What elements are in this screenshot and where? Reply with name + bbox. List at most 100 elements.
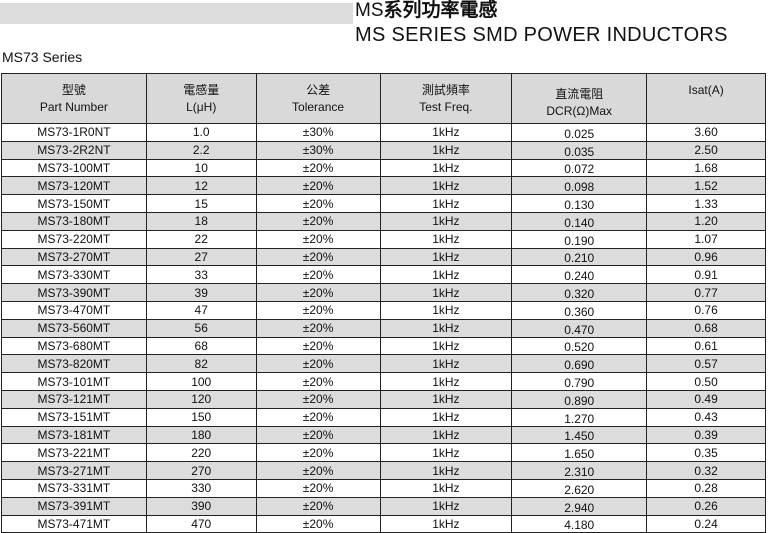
table-cell: MS73-120MT xyxy=(1,176,147,196)
title-cn-text: 系列功率電感 xyxy=(383,0,498,21)
table-cell: 0.098 xyxy=(511,176,648,196)
table-cell: 27 xyxy=(145,247,257,267)
table-cell: 1kHz xyxy=(379,443,513,463)
header-en: Isat(A) xyxy=(688,83,724,97)
table-row: MS73-150MT 15 ±20% 1kHz 0.130 1.33 xyxy=(1,194,766,213)
table-cell: 0.035 xyxy=(511,140,648,160)
table-cell: 56 xyxy=(145,318,257,338)
table-cell: 2.620 xyxy=(511,478,648,498)
table-row: MS73-180MT 18 ±20% 1kHz 0.140 1.20 xyxy=(1,211,766,231)
header-cn: 型號 xyxy=(61,82,86,97)
table-cell: 1kHz xyxy=(379,176,513,196)
table-cell: 0.360 xyxy=(511,300,648,320)
table-cell: 1.450 xyxy=(511,425,648,445)
header-en: Part Number xyxy=(39,99,108,114)
table-cell: 0.68 xyxy=(646,318,766,338)
table-cell: MS73-101MT xyxy=(1,372,147,391)
header-bar xyxy=(0,3,353,24)
header-en: Tolerance xyxy=(292,99,345,114)
table-cell: ±20% xyxy=(255,265,381,285)
table-cell: MS73-331MT xyxy=(1,478,147,498)
table-row: MS73-331MT 330 ±20% 1kHz 2.620 0.28 xyxy=(1,478,766,498)
header-cn: 公差 xyxy=(306,82,331,97)
header-cn: 電感量 xyxy=(183,82,220,97)
column-header: 型號 Part Number xyxy=(1,73,147,124)
table-cell: 1kHz xyxy=(379,194,513,213)
table-cell: ±20% xyxy=(255,389,381,409)
table-row: MS73-391MT 390 ±20% 1kHz 2.940 0.26 xyxy=(1,496,766,516)
table-cell: 1kHz xyxy=(379,461,513,480)
table-cell: 0.470 xyxy=(511,318,648,338)
table-cell: 68 xyxy=(145,336,257,356)
table-cell: ±20% xyxy=(255,229,381,249)
table-cell: ±20% xyxy=(255,176,381,196)
table-row: MS73-330MT 33 ±20% 1kHz 0.240 0.91 xyxy=(1,265,766,285)
table-cell: 1.33 xyxy=(646,194,766,213)
table-cell: MS73-100MT xyxy=(1,158,147,178)
table-cell: ±20% xyxy=(255,194,381,213)
table-cell: 0.190 xyxy=(511,229,648,249)
table-cell: ±20% xyxy=(255,336,381,356)
table-cell: MS73-181MT xyxy=(1,425,147,445)
column-header: 測試頻率 Test Freq. xyxy=(379,73,513,124)
table-row: MS73-101MT 100 ±20% 1kHz 0.790 0.50 xyxy=(1,372,766,391)
table-cell: MS73-820MT xyxy=(1,354,147,374)
table-row: MS73-1R0NT 1.0 ±30% 1kHz 0.025 3.60 xyxy=(1,123,766,142)
table-cell: 0.690 xyxy=(511,354,648,374)
column-header: Isat(A) xyxy=(646,73,766,124)
table-cell: 1.650 xyxy=(511,443,648,463)
table-cell: MS73-180MT xyxy=(1,211,147,231)
table-cell: 0.43 xyxy=(646,407,766,427)
table-cell: MS73-330MT xyxy=(1,265,147,285)
table-cell: 220 xyxy=(145,443,257,463)
table-cell: 82 xyxy=(145,354,257,374)
table-cell: ±20% xyxy=(255,461,381,480)
table-cell: 0.96 xyxy=(646,247,766,267)
table-cell: 1.0 xyxy=(145,123,257,142)
table-cell: 0.35 xyxy=(646,443,766,463)
table-cell: 1.68 xyxy=(646,158,766,178)
column-header: 公差 Tolerance xyxy=(255,73,381,124)
table-cell: 0.39 xyxy=(646,425,766,445)
table-row: MS73-221MT 220 ±20% 1kHz 1.650 0.35 xyxy=(1,443,766,463)
table-header: 型號 Part Number 電感量 L(μH) 公差 Tolerance 測試頻率 Test… xyxy=(1,73,766,124)
table-cell: 120 xyxy=(145,389,257,409)
table-cell: MS73-220MT xyxy=(1,229,147,249)
title-cn: MS系列功率電感 xyxy=(355,0,498,22)
table-row: MS73-100MT 10 ±20% 1kHz 0.072 1.68 xyxy=(1,158,766,178)
table-row: MS73-271MT 270 ±20% 1kHz 2.310 0.32 xyxy=(1,461,766,480)
column-header: 電感量 L(μH) xyxy=(145,73,257,124)
table-cell: 33 xyxy=(145,265,257,285)
table-cell: 1kHz xyxy=(379,300,513,320)
table-cell: ±20% xyxy=(255,496,381,516)
table-cell: MS73-1R0NT xyxy=(1,123,147,142)
table-cell: 0.77 xyxy=(646,283,766,302)
table-cell: 1kHz xyxy=(379,283,513,302)
table-cell: 15 xyxy=(145,194,257,213)
table-cell: 2.940 xyxy=(511,496,648,516)
table-cell: ±20% xyxy=(255,407,381,427)
table-cell: MS73-560MT xyxy=(1,318,147,338)
table-row: MS73-151MT 150 ±20% 1kHz 1.270 0.43 xyxy=(1,407,766,427)
table-cell: 150 xyxy=(145,407,257,427)
table-cell: 0.28 xyxy=(646,478,766,498)
table-cell: 390 xyxy=(145,496,257,516)
table-cell: 10 xyxy=(145,158,257,178)
table-cell: 18 xyxy=(145,211,257,231)
header-cn: 直流電阻 xyxy=(555,86,604,101)
table-cell: 1.20 xyxy=(646,211,766,231)
column-header: 直流電阻 DCR(Ω)Max xyxy=(511,73,648,124)
header-en: DCR(Ω)Max xyxy=(546,103,613,118)
table-row: MS73-680MT 68 ±20% 1kHz 0.520 0.61 xyxy=(1,336,766,356)
table-cell: 330 xyxy=(145,478,257,498)
table-cell: 1kHz xyxy=(379,425,513,445)
table-cell: 0.790 xyxy=(511,372,648,391)
title-prefix: MS xyxy=(355,0,384,21)
table-cell: MS73-2R2NT xyxy=(1,140,147,160)
table-cell: 0.520 xyxy=(511,336,648,356)
table-cell: ±20% xyxy=(255,478,381,498)
table-cell: 0.76 xyxy=(646,300,766,320)
table-cell: 1kHz xyxy=(379,407,513,427)
table-cell: ±20% xyxy=(255,354,381,374)
table-cell: 1kHz xyxy=(379,496,513,516)
